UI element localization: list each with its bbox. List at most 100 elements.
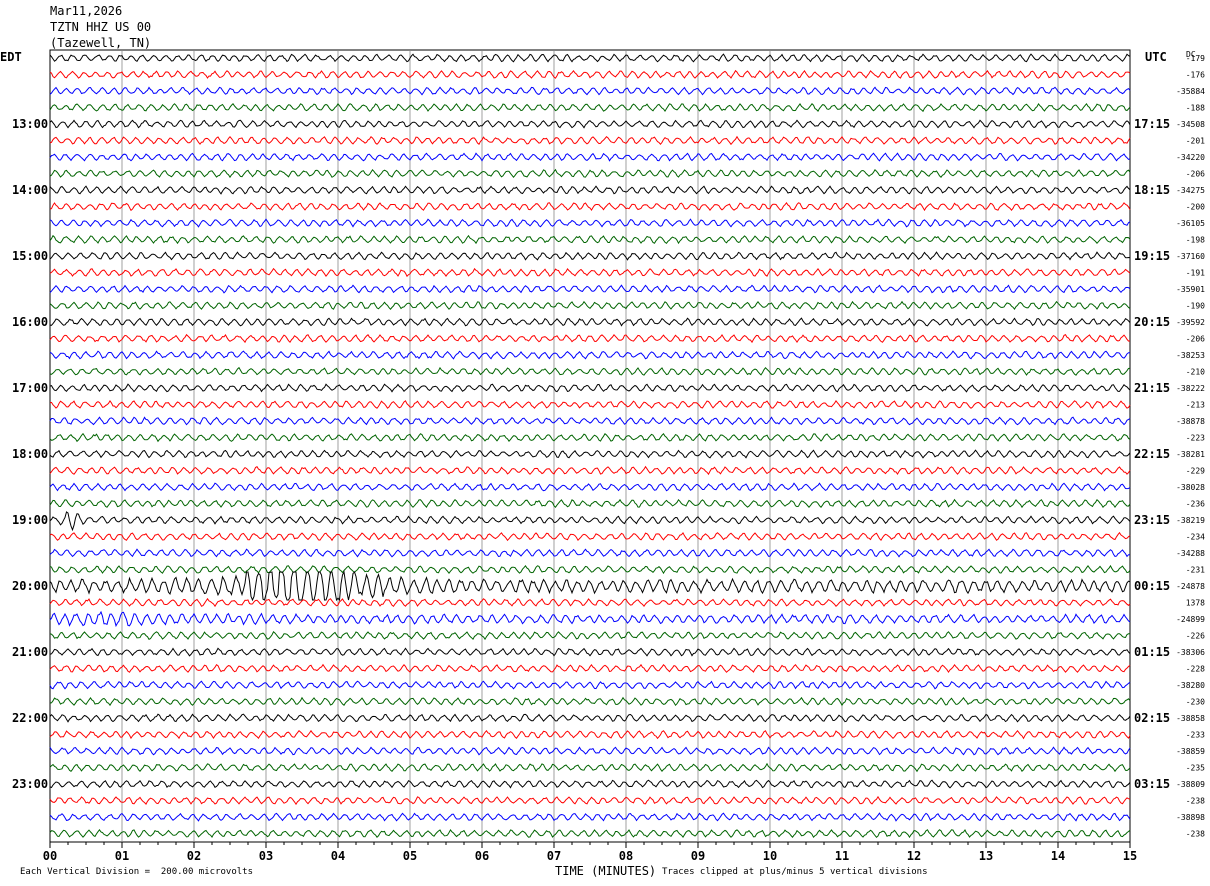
dc-value: -234 bbox=[1186, 533, 1205, 542]
dc-value: -231 bbox=[1186, 566, 1205, 575]
x-tick-label: 12 bbox=[907, 849, 921, 863]
dc-value: -235 bbox=[1186, 764, 1205, 773]
dc-value: -38222 bbox=[1176, 384, 1205, 393]
trace-line bbox=[49, 383, 1131, 393]
trace-line bbox=[49, 610, 1131, 628]
right-hour-label: 00:15 bbox=[1134, 579, 1170, 593]
trace-line bbox=[49, 201, 1131, 212]
dc-value: -206 bbox=[1186, 170, 1205, 179]
trace-line bbox=[49, 570, 1131, 602]
dc-value: -34508 bbox=[1176, 120, 1205, 129]
dc-value: -190 bbox=[1186, 302, 1205, 311]
dc-value: -38280 bbox=[1176, 681, 1205, 690]
dc-value: -39592 bbox=[1176, 318, 1205, 327]
trace-line bbox=[49, 102, 1131, 113]
x-tick-label: 09 bbox=[691, 849, 705, 863]
x-tick-label: 00 bbox=[43, 849, 57, 863]
right-timezone-label: UTC bbox=[1145, 50, 1167, 64]
trace-line bbox=[49, 498, 1131, 509]
date-label: Mar11,2026 bbox=[50, 4, 123, 18]
trace-line bbox=[49, 482, 1131, 492]
right-hour-label: 23:15 bbox=[1134, 513, 1170, 527]
dc-value: -198 bbox=[1186, 236, 1205, 245]
trace-line bbox=[49, 564, 1131, 575]
dc-value: 1378 bbox=[1186, 599, 1205, 608]
dc-value: -34220 bbox=[1176, 153, 1205, 162]
dc-value: -223 bbox=[1186, 434, 1205, 443]
x-axis-title: TIME (MINUTES) bbox=[555, 864, 657, 878]
x-tick-label: 11 bbox=[835, 849, 849, 863]
right-hour-label: 02:15 bbox=[1134, 711, 1170, 725]
trace-line bbox=[49, 399, 1131, 410]
dc-value: -206 bbox=[1186, 335, 1205, 344]
trace-line bbox=[49, 795, 1131, 806]
trace-line bbox=[49, 234, 1131, 245]
dc-value: -238 bbox=[1186, 830, 1205, 839]
trace-line bbox=[49, 350, 1130, 360]
trace-line bbox=[49, 828, 1131, 839]
left-hour-label: 16:00 bbox=[12, 315, 48, 329]
dc-value: -24899 bbox=[1176, 615, 1205, 624]
trace-line bbox=[49, 53, 1131, 63]
trace-line bbox=[49, 663, 1131, 674]
right-hour-label: 18:15 bbox=[1134, 183, 1170, 197]
dc-value: -38219 bbox=[1176, 516, 1205, 525]
x-tick-label: 02 bbox=[187, 849, 201, 863]
trace-line bbox=[49, 511, 1131, 532]
location-label: (Tazewell, TN) bbox=[50, 36, 152, 50]
dc-value: -38878 bbox=[1176, 417, 1205, 426]
x-tick-label: 15 bbox=[1123, 849, 1137, 863]
left-hour-label: 13:00 bbox=[12, 117, 48, 131]
trace-line bbox=[49, 531, 1131, 542]
left-hour-label: 18:00 bbox=[12, 447, 48, 461]
trace-line bbox=[49, 218, 1131, 228]
dc-value: -38859 bbox=[1176, 747, 1205, 756]
x-tick-label: 01 bbox=[115, 849, 129, 863]
dc-value: -38028 bbox=[1176, 483, 1205, 492]
dc-value: -35884 bbox=[1176, 87, 1205, 96]
dc-value: -228 bbox=[1186, 665, 1205, 674]
dc-value: -188 bbox=[1186, 104, 1205, 113]
trace-line bbox=[49, 300, 1131, 310]
dc-value: -38281 bbox=[1176, 450, 1205, 459]
right-hour-label: 17:15 bbox=[1134, 117, 1170, 131]
left-hour-label: 17:00 bbox=[12, 381, 48, 395]
left-hour-label: 20:00 bbox=[12, 579, 48, 593]
left-hour-label: 14:00 bbox=[12, 183, 48, 197]
dc-label: DC bbox=[1186, 50, 1196, 59]
trace-line bbox=[49, 267, 1131, 278]
dc-value: -35901 bbox=[1176, 285, 1205, 294]
dc-value: -34275 bbox=[1176, 186, 1205, 195]
dc-value: -179 bbox=[1186, 54, 1205, 63]
x-tick-label: 07 bbox=[547, 849, 561, 863]
trace-line bbox=[49, 317, 1131, 327]
dc-value: -236 bbox=[1186, 500, 1205, 509]
dc-value: -200 bbox=[1186, 203, 1205, 212]
trace-line bbox=[49, 597, 1131, 608]
right-hour-label: 22:15 bbox=[1134, 447, 1170, 461]
trace-line bbox=[49, 152, 1131, 162]
left-hour-label: 21:00 bbox=[12, 645, 48, 659]
x-tick-label: 13 bbox=[979, 849, 993, 863]
trace-line bbox=[49, 168, 1131, 179]
trace-line bbox=[49, 696, 1131, 707]
x-tick-label: 10 bbox=[763, 849, 777, 863]
dc-value: -176 bbox=[1186, 71, 1205, 80]
x-tick-label: 05 bbox=[403, 849, 417, 863]
trace-line bbox=[49, 713, 1131, 723]
trace-line bbox=[49, 185, 1131, 195]
dc-value: -226 bbox=[1186, 632, 1205, 641]
dc-value: -36105 bbox=[1176, 219, 1205, 228]
dc-value: -229 bbox=[1186, 467, 1205, 476]
right-hour-label: 03:15 bbox=[1134, 777, 1170, 791]
station-label: TZTN HHZ US 00 bbox=[50, 20, 152, 34]
left-hour-label: 23:00 bbox=[12, 777, 48, 791]
trace-line bbox=[49, 135, 1131, 146]
trace-line bbox=[49, 465, 1131, 476]
dc-value: -230 bbox=[1186, 698, 1205, 707]
dc-value: -38306 bbox=[1176, 648, 1205, 657]
plot-frame bbox=[49, 49, 1131, 843]
left-hour-label: 19:00 bbox=[12, 513, 48, 527]
trace-line bbox=[49, 449, 1131, 459]
